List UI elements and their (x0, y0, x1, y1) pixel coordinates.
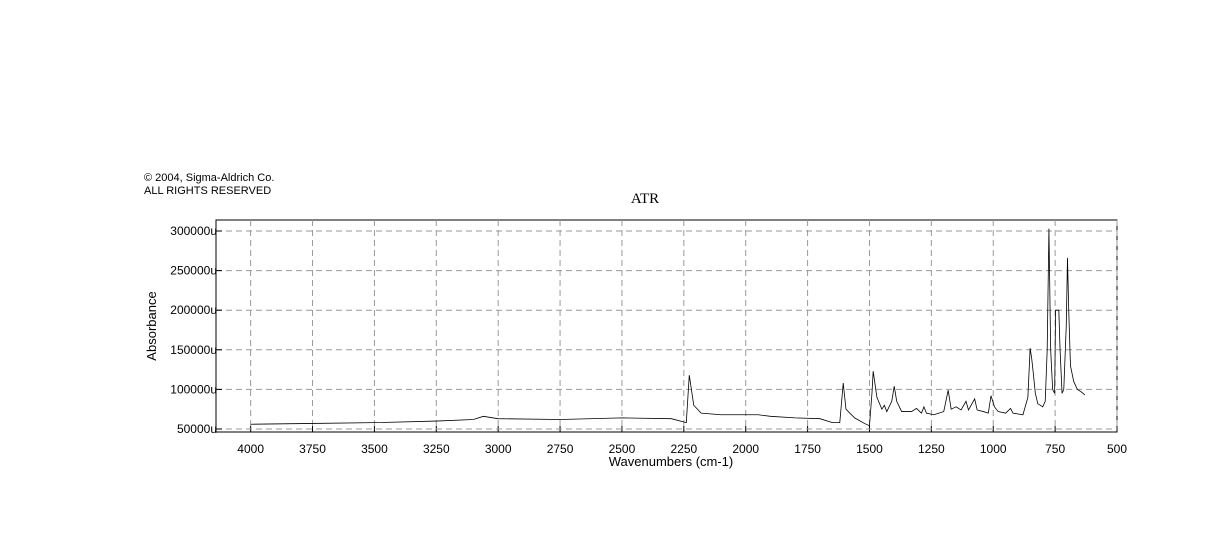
y-axis-label: Absorbance (144, 291, 159, 360)
copyright: ALL RIGHTS RESERVED (144, 185, 271, 197)
x-tick-label: 750 (1045, 442, 1065, 456)
y-tick-label: 300000u (170, 224, 217, 238)
x-tick-label: 3250 (423, 442, 450, 456)
x-tick-label: 3000 (485, 442, 512, 456)
x-tick-label: 3750 (299, 442, 326, 456)
x-tick-label: 1500 (856, 442, 883, 456)
y-tick-label: 200000u (170, 303, 217, 317)
x-tick-label: 1000 (980, 442, 1007, 456)
y-tick-label: 250000u (170, 264, 217, 278)
x-tick-label: 1250 (918, 442, 945, 456)
x-axis-label: Wavenumbers (cm-1) (609, 454, 733, 469)
copyright: © 2004, Sigma-Aldrich Co. (144, 172, 274, 184)
spectrum-line (250, 228, 1086, 427)
plot-frame (215, 219, 1118, 433)
x-tick-label: 3500 (361, 442, 388, 456)
y-tick-label: 150000u (170, 343, 217, 357)
x-tick-label: 2000 (732, 442, 759, 456)
chart-title: ATR (631, 191, 659, 207)
y-tick-label: 100000u (170, 382, 217, 396)
y-tick-label: 50000u (177, 422, 217, 436)
x-tick-label: 1750 (794, 442, 821, 456)
x-tick-label: 2500 (609, 442, 636, 456)
x-tick-label: 500 (1107, 442, 1127, 456)
x-tick-label: 2750 (547, 442, 574, 456)
x-tick-label: 4000 (237, 442, 264, 456)
x-tick-label: 2250 (670, 442, 697, 456)
